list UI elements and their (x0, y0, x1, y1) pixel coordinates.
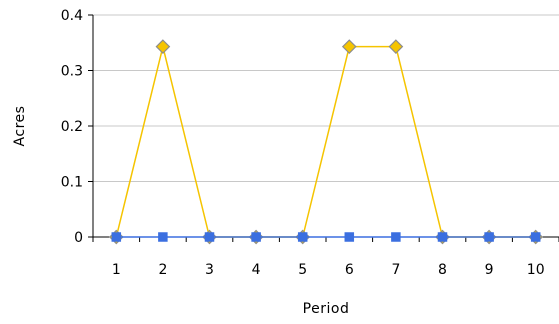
x-tick-label-8: 9 (485, 262, 494, 278)
x-tick-label-1: 2 (158, 262, 167, 278)
series-0-line (115, 45, 536, 238)
y-tick-label-0: 0 (74, 230, 83, 246)
series-1-point-3 (251, 232, 261, 242)
y-tick-label-1: 0.1 (61, 175, 83, 191)
x-tick-label-2: 3 (205, 262, 214, 278)
series-1-point-8 (484, 232, 494, 242)
x-tick-label-7: 8 (438, 262, 447, 278)
series-1-point-1 (158, 232, 168, 242)
series-0-point-5 (341, 39, 357, 54)
x-axis-label: Period (303, 301, 350, 317)
gridlines (93, 14, 559, 182)
y-axis-label: Acres (12, 106, 28, 147)
series-1-point-9 (530, 232, 541, 242)
x-tick-label-4: 5 (298, 262, 307, 278)
x-tick-label-5: 6 (345, 262, 354, 278)
x-tick-label-0: 1 (112, 262, 121, 278)
x-tick-label-3: 4 (252, 262, 261, 278)
x-tick-label-9: 10 (527, 262, 545, 278)
y-tick-label-4: 0.4 (61, 8, 83, 24)
series-1-point-2 (204, 232, 215, 242)
series-1-point-4 (297, 232, 308, 242)
series-0-point-1 (155, 39, 171, 54)
series-1 (111, 232, 541, 242)
series-group (108, 39, 544, 245)
series-1-point-0 (111, 232, 122, 242)
series-1-point-7 (437, 232, 448, 242)
series-1-point-6 (391, 232, 401, 242)
x-tick-labels: 1 2 3 4 5 6 7 8 9 10 (112, 262, 545, 278)
y-tick-label-2: 0.2 (61, 119, 83, 135)
x-tick-label-6: 7 (391, 262, 400, 278)
y-tick-labels: 0 0.1 0.2 0.3 0.4 (61, 8, 83, 246)
series-0-point-6 (388, 39, 404, 54)
series-1-point-5 (344, 232, 355, 242)
y-tick-label-3: 0.3 (61, 64, 83, 80)
